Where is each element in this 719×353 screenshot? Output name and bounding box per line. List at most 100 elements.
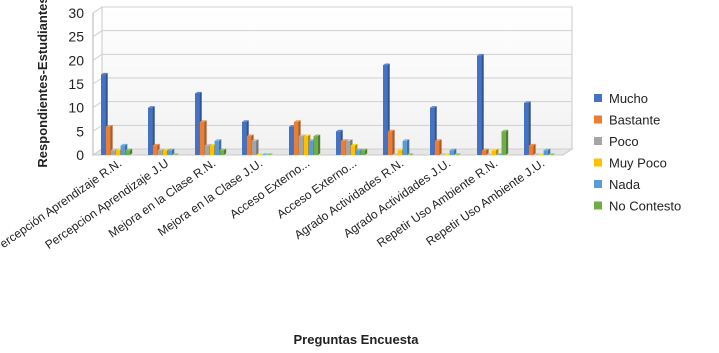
bar [434,139,442,155]
bar [125,148,133,155]
gridline-side [92,77,103,85]
bar-front [120,145,125,155]
bar-side [481,54,484,155]
x-tick-label: Acceso Externo... [274,156,359,221]
gridline-side [92,6,103,14]
bar-side [547,148,551,155]
bar-top [430,106,437,108]
bar-front [101,74,106,155]
bar [256,153,264,156]
bar-front [246,136,252,155]
bar [313,134,321,155]
bar-top [407,153,415,155]
bar-front [199,121,205,155]
bar-side [533,143,536,155]
bar-front [219,150,224,155]
bar [105,125,113,155]
bar-front [242,121,247,155]
bar-front [336,131,341,155]
bar [148,106,155,155]
y-tick-label: 25 [68,29,84,45]
bar-top [303,134,311,137]
bar-front [340,140,346,155]
bar-top [350,143,358,146]
legend-swatch [594,94,602,102]
bar-top [434,139,442,141]
legend-item: Bastante [594,113,660,128]
y-axis-title: Respondientes-Estudiantes [35,0,50,168]
bar-front [434,140,440,155]
bar-top [533,153,541,155]
bar-front [383,65,388,155]
bar-front [152,145,158,155]
bar [402,139,410,155]
bar-top [528,143,536,146]
bar [266,153,274,156]
bar-side [496,148,499,155]
bar [454,153,462,156]
plot-area [91,6,574,156]
bar-top [125,148,133,151]
legend-swatch [594,158,602,167]
bar-top [246,134,254,137]
bar-front [402,140,407,155]
bar-side [505,129,509,155]
bar-top [491,148,499,151]
legend-swatch [594,137,602,145]
gridline-side [92,53,103,61]
bar-top [477,54,484,56]
bar-top [340,139,348,141]
bar-front [298,136,304,155]
bar-front [313,136,318,155]
legend-label: Bastante [609,113,660,128]
bar-side [528,101,531,155]
bar [548,153,556,156]
legend-label: No Contesto [609,199,681,214]
bar [439,153,447,156]
bar-front [293,121,299,155]
gridline-side [92,148,103,156]
grid-lines [92,6,572,156]
bar-front [477,55,482,155]
bar-top [266,153,274,155]
bar [219,148,227,155]
bar-top [251,139,259,141]
y-tick-label: 0 [76,147,84,163]
bar-side [364,148,368,155]
bar [528,143,536,155]
legend-item: Mucho [594,91,648,106]
bar [481,148,489,155]
bar [172,153,180,156]
bar [261,153,269,156]
bar-front [167,150,172,155]
gridline-side [92,101,103,109]
bar-top [360,148,368,151]
legend-label: Nada [609,177,641,192]
legend-label: Mucho [609,91,648,106]
y-tick-labels: 0 5 10 15 20 25 30 [68,5,84,163]
bar-top [199,120,207,122]
bar-top [162,148,170,151]
bar-top [120,143,128,146]
bar-top [313,134,321,137]
bar-top [481,148,489,151]
bar [491,148,499,155]
bar-front [195,93,200,155]
bar-side [129,148,133,155]
bar-front [204,145,210,155]
y-tick-label: 20 [68,52,84,68]
legend-label: Poco [609,134,639,149]
bar-front [209,145,214,155]
bar-top [204,143,212,146]
gridline-side [92,124,103,132]
bar-top [172,153,180,155]
bar-top [148,106,155,108]
bar-front [105,126,111,155]
legend-item: Poco [594,134,639,149]
bar-top [195,91,202,94]
bar-front [387,131,393,155]
legend-swatch [594,201,602,210]
bar-front [430,107,435,155]
legend-item: No Contesto [594,199,681,214]
